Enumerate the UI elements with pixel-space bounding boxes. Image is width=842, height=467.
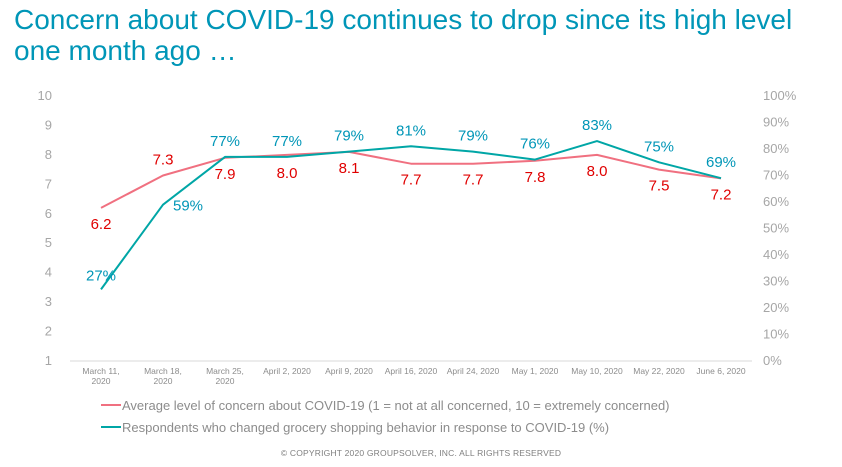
y-right-tick-label: 30% — [763, 274, 789, 289]
y-right-tick-label: 100% — [763, 88, 797, 103]
y-axis-right: 0% 10% 20% 30% 40% 50% 60% 70% 80% 90% 100% — [763, 88, 797, 368]
y-left-tick-label: 7 — [45, 176, 52, 191]
y-left-tick-label: 2 — [45, 324, 52, 339]
y-right-tick-label: 0% — [763, 353, 782, 368]
concern-data-label: 8.0 — [277, 165, 298, 182]
y-right-tick-label: 90% — [763, 115, 789, 130]
concern-data-label: 6.2 — [91, 216, 112, 233]
x-tick-label: 2020 — [216, 376, 235, 386]
y-right-tick-label: 70% — [763, 168, 789, 183]
y-right-tick-label: 20% — [763, 300, 789, 315]
copyright-notice: © COPYRIGHT 2020 GROUPSOLVER, INC. ALL R… — [280, 448, 562, 458]
y-right-tick-label: 40% — [763, 247, 789, 262]
y-left-tick-label: 5 — [45, 235, 52, 250]
y-right-tick-label: 50% — [763, 221, 789, 236]
behavior-data-label: 76% — [520, 136, 550, 153]
concern-data-label: 7.3 — [153, 152, 174, 169]
x-tick-label: 2020 — [92, 376, 111, 386]
y-left-tick-label: 8 — [45, 147, 52, 162]
concern-data-label: 8.1 — [339, 160, 360, 177]
y-left-tick-label: 10 — [38, 88, 52, 103]
behavior-data-label: 79% — [334, 128, 364, 145]
data-labels: 6.2 7.3 7.9 8.0 8.1 7.7 7.7 7.8 8.0 7.5 7.2 27% 59% 7… — [86, 117, 736, 284]
legend-entry-concern: Average level of concern about COVID-19 … — [122, 398, 670, 413]
x-tick-label: March 25, — [206, 366, 244, 376]
x-tick-label: April 24, 2020 — [447, 366, 500, 376]
x-tick-label: May 22, 2020 — [633, 366, 685, 376]
y-left-tick-label: 6 — [45, 206, 52, 221]
y-right-tick-label: 10% — [763, 327, 789, 342]
behavior-data-label: 59% — [173, 198, 203, 215]
x-tick-label: March 18, — [144, 366, 182, 376]
behavior-data-label: 69% — [706, 154, 736, 171]
series-lines — [100, 140, 722, 290]
concern-data-label: 7.5 — [649, 178, 670, 195]
behavior-series-line — [100, 140, 722, 290]
x-tick-label: April 16, 2020 — [385, 366, 438, 376]
y-left-tick-label: 1 — [45, 353, 52, 368]
y-left-tick-label: 3 — [45, 294, 52, 309]
concern-series-line — [100, 150, 722, 209]
behavior-data-label: 75% — [644, 138, 674, 155]
concern-data-label: 7.8 — [525, 169, 546, 186]
concern-data-label: 7.7 — [463, 172, 484, 189]
x-tick-label: May 1, 2020 — [512, 366, 559, 376]
x-tick-label: March 11, — [82, 366, 119, 376]
legend-entry-behavior: Respondents who changed grocery shopping… — [122, 420, 609, 435]
y-left-tick-label: 4 — [45, 265, 52, 280]
y-right-tick-label: 80% — [763, 141, 789, 156]
behavior-data-label: 83% — [582, 117, 612, 134]
y-right-tick-label: 60% — [763, 194, 789, 209]
behavior-data-label: 77% — [210, 133, 240, 150]
y-left-tick-label: 9 — [45, 117, 52, 132]
x-tick-label: April 2, 2020 — [263, 366, 311, 376]
behavior-data-label: 77% — [272, 133, 302, 150]
y-axis-left: 1 2 3 4 5 6 7 8 9 10 — [38, 88, 52, 368]
concern-data-label: 7.9 — [215, 166, 236, 183]
x-tick-label: June 6, 2020 — [696, 366, 745, 376]
concern-data-label: 7.7 — [401, 172, 422, 189]
behavior-data-label: 79% — [458, 128, 488, 145]
behavior-data-label: 81% — [396, 122, 426, 139]
x-tick-label: 2020 — [154, 376, 173, 386]
chart-title: Concern about COVID-19 continues to drop… — [14, 4, 793, 66]
legend: Average level of concern about COVID-19 … — [101, 398, 670, 435]
x-tick-label: May 10, 2020 — [571, 366, 623, 376]
concern-data-label: 7.2 — [711, 186, 732, 203]
behavior-data-label: 27% — [86, 267, 116, 284]
x-tick-label: April 9, 2020 — [325, 366, 373, 376]
concern-data-label: 8.0 — [587, 163, 608, 180]
